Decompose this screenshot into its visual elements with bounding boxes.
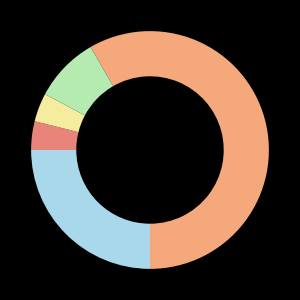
Wedge shape (91, 31, 269, 269)
Wedge shape (31, 121, 79, 150)
Wedge shape (31, 150, 150, 269)
Wedge shape (45, 47, 113, 116)
Wedge shape (34, 94, 85, 132)
